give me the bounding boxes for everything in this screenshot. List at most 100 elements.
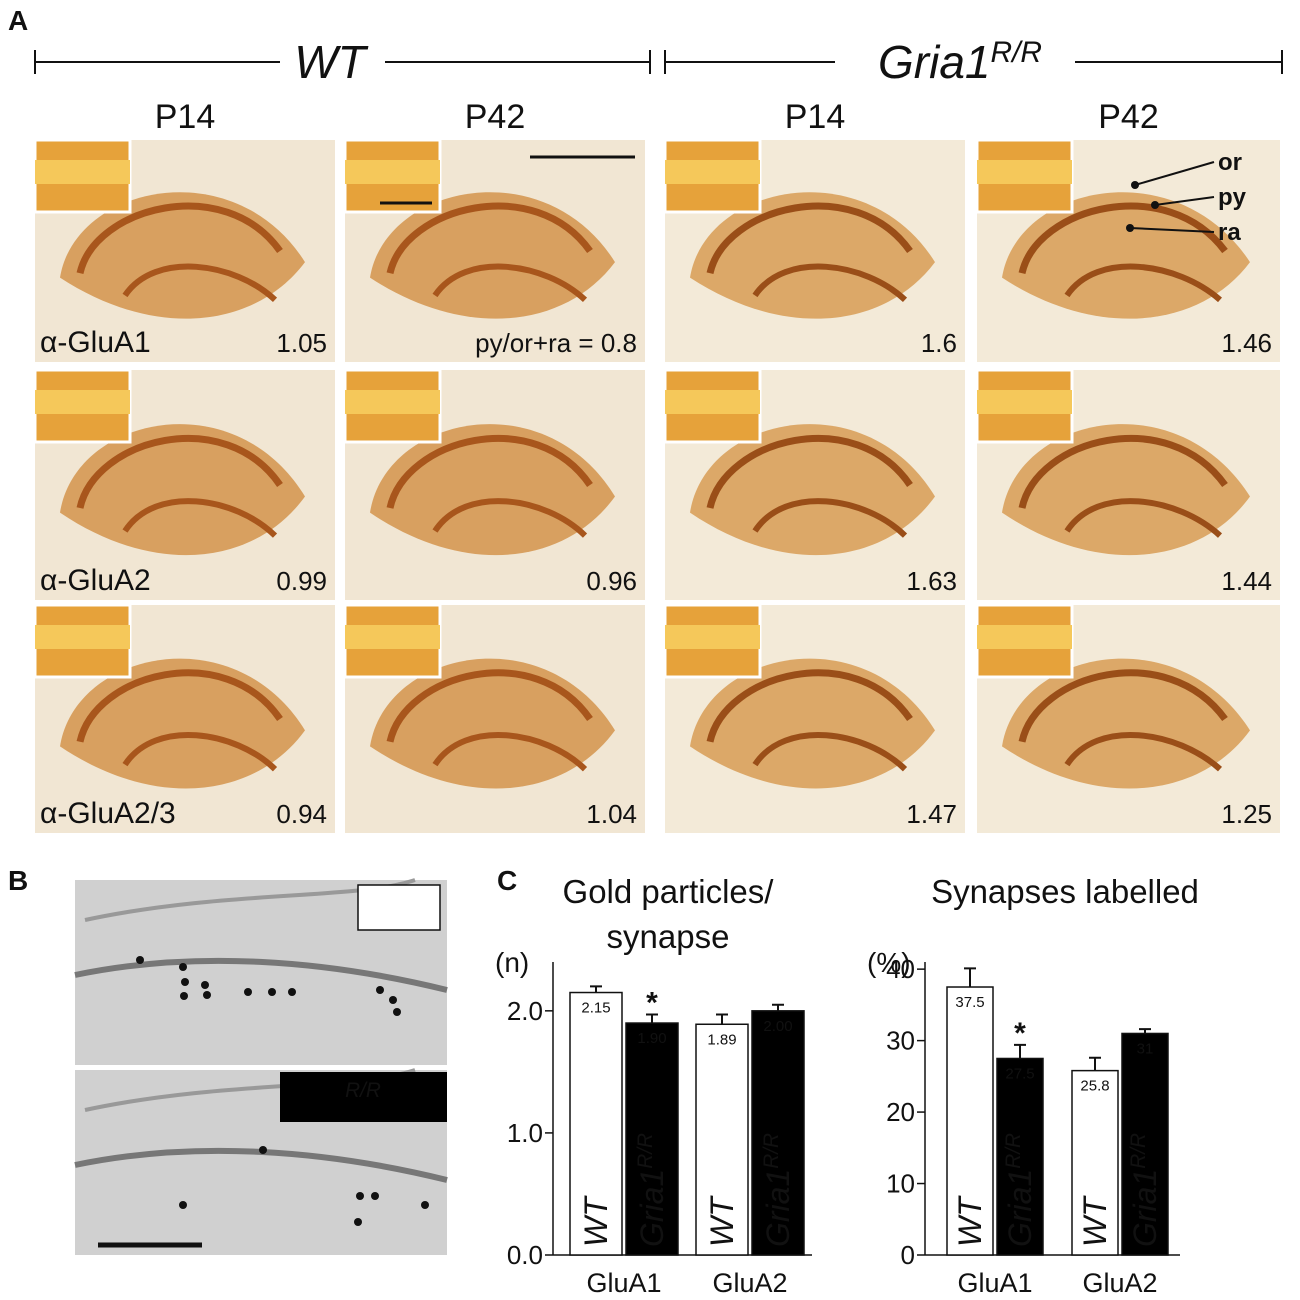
error-bar: [964, 967, 976, 988]
series-label-superscript: R/R: [760, 1133, 783, 1169]
series-label-main: WT: [704, 1195, 740, 1247]
ratio: 1.25: [1221, 799, 1272, 829]
ratio: 1.6: [921, 328, 957, 358]
layer-arrowhead: [1151, 201, 1159, 209]
bar: [996, 1057, 1044, 1256]
series-label: WT: [1077, 1195, 1113, 1247]
dentate-gyrus: [122, 263, 278, 303]
gold-particle: [268, 988, 276, 996]
membrane: [74, 957, 448, 993]
pyramidal-layer: [386, 435, 593, 509]
value-label: 1.90: [637, 1030, 666, 1047]
series-label-main: Gria1: [760, 1169, 796, 1247]
inset-band: [665, 625, 760, 649]
inset-band: [345, 625, 440, 649]
x-tick-label: GluA2: [1082, 1268, 1157, 1298]
value-label: 1.89: [707, 1031, 736, 1048]
pyramidal-layer: [76, 435, 283, 509]
gold-particle: [356, 1192, 364, 1200]
series-label-superscript: R/R: [1127, 1133, 1150, 1169]
inset-band: [977, 625, 1072, 649]
series-label: Gria1R/R: [1127, 1133, 1164, 1247]
series-label-main: WT: [578, 1195, 614, 1247]
panel-label: B: [8, 865, 28, 896]
inset-band: [665, 390, 760, 414]
dentate-gyrus: [122, 732, 278, 772]
gold-particle: [393, 1008, 401, 1016]
gold-particle: [179, 963, 187, 971]
x-tick-label: GluA1: [957, 1268, 1032, 1298]
group-label-main: WT: [294, 36, 368, 88]
value-label: 25.8: [1080, 1078, 1109, 1095]
pyramidal-layer: [386, 202, 593, 275]
layer-arrow: [1129, 227, 1215, 233]
column-label: P42: [465, 98, 526, 136]
dentate-gyrus: [432, 263, 588, 303]
gold-particle: [203, 991, 211, 999]
dentate-gyrus: [432, 498, 588, 538]
image-label: R/R: [345, 1079, 381, 1102]
y-axis-label: (n): [495, 947, 529, 978]
series-label-main: Gria1: [1002, 1169, 1038, 1247]
image-label-superscript: R/R: [345, 1079, 381, 1102]
image-label-box: [280, 1072, 447, 1122]
series-label-superscript: R/R: [1002, 1133, 1025, 1169]
layer-label: ra: [1218, 219, 1241, 246]
series-label: WT: [704, 1195, 740, 1247]
series-label-main: WT: [1077, 1195, 1113, 1247]
bar: [946, 986, 994, 1256]
bar: [569, 991, 623, 1256]
group-label: Gria1R/R: [878, 36, 1042, 89]
group-label: WT: [294, 36, 368, 88]
series-label: Gria1R/R: [1002, 1133, 1039, 1247]
gold-particle: [180, 992, 188, 1000]
series-label-main: Gria1: [634, 1169, 670, 1247]
x-tick-label: GluA1: [586, 1268, 661, 1298]
dentate-gyrus: [1064, 263, 1222, 303]
ratio: py/or+ra = 0.8: [475, 328, 637, 358]
pyramidal-layer: [76, 669, 283, 743]
dentate-gyrus: [1064, 732, 1223, 772]
panel-label: C: [497, 865, 517, 896]
layer-arrow: [1154, 196, 1215, 206]
bar: [1121, 1032, 1169, 1256]
value-label: 2.00: [763, 1018, 792, 1035]
significance-marker: *: [1014, 1017, 1026, 1050]
bar: [625, 1022, 679, 1256]
y-tick-label: 20: [886, 1097, 915, 1127]
error-bar: [772, 1003, 784, 1011]
panel-label: A: [8, 5, 28, 36]
y-tick-label: 40: [886, 954, 915, 984]
inset-band: [345, 160, 440, 184]
error-bar: [1014, 1043, 1026, 1059]
gold-particle: [244, 988, 252, 996]
chart-title: synapse: [607, 918, 730, 955]
error-bar: [716, 1013, 728, 1025]
inset-band: [35, 390, 130, 414]
bar: [1071, 1069, 1119, 1256]
value-label: 27.5: [1005, 1065, 1034, 1082]
ratio: 1.46: [1221, 328, 1272, 358]
gold-particle: [179, 1201, 187, 1209]
layer-arrow: [1134, 161, 1215, 186]
ratio: 1.05: [276, 328, 327, 358]
ratio: 1.44: [1221, 566, 1272, 596]
series-label-superscript: R/R: [634, 1133, 657, 1169]
chart-title: Synapses labelled: [931, 873, 1199, 910]
antibody-label: α-GluA2: [40, 564, 151, 597]
gold-particle: [421, 1201, 429, 1209]
y-tick-label: 2.0: [507, 996, 543, 1026]
y-tick-label: 10: [886, 1169, 915, 1199]
column-label: P14: [155, 98, 216, 136]
gold-particle: [371, 1192, 379, 1200]
antibody-label: α-GluA2/3: [40, 797, 176, 830]
layer-arrowhead: [1126, 224, 1134, 232]
error-bar: [646, 1013, 658, 1024]
column-label: P42: [1098, 98, 1159, 136]
gold-particle: [288, 988, 296, 996]
inset-band: [665, 160, 760, 184]
dentate-gyrus: [1064, 498, 1223, 538]
antibody-label: α-GluA1: [40, 326, 151, 359]
pyramidal-layer: [706, 669, 913, 743]
